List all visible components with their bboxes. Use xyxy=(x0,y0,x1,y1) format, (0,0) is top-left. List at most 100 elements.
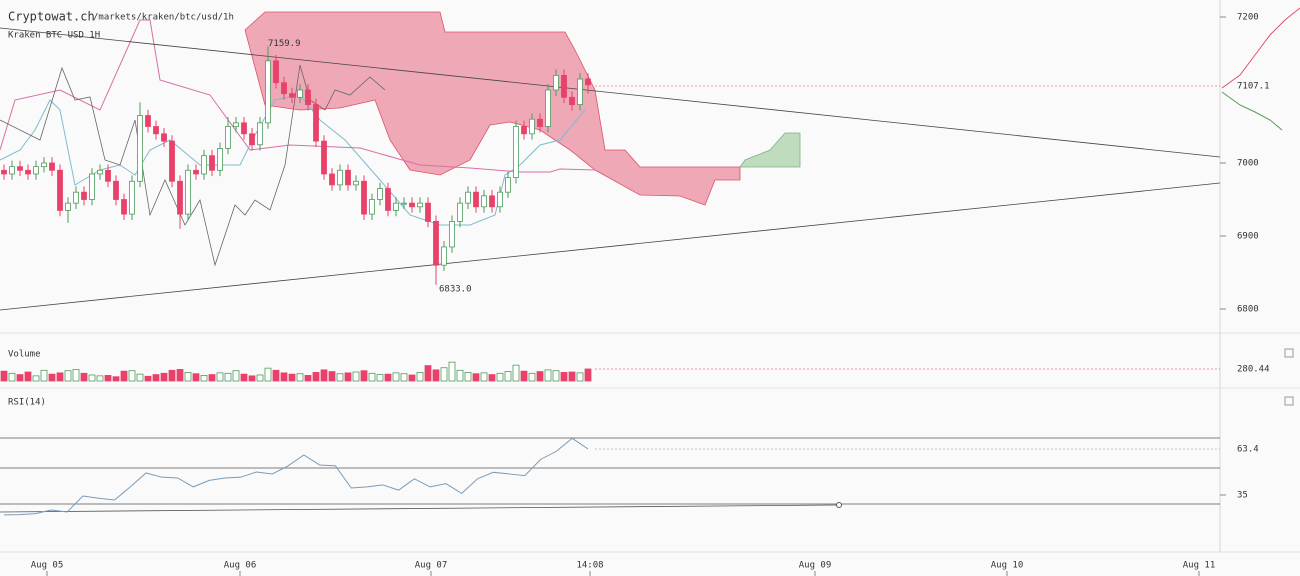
candle-body xyxy=(17,166,23,171)
volume-bar xyxy=(168,369,176,382)
volume-bar xyxy=(288,373,296,382)
x-tick-label: Aug 10 xyxy=(991,561,1024,571)
x-tick-label: Aug 05 xyxy=(31,561,64,571)
candle-body xyxy=(385,188,391,211)
volume-bar xyxy=(240,373,248,382)
volume-bar xyxy=(144,375,152,382)
volume-bar xyxy=(224,372,232,382)
candle-body xyxy=(377,188,383,200)
candle-body xyxy=(353,180,359,186)
candle-body xyxy=(185,169,191,215)
volume-bar xyxy=(560,372,568,382)
candle-body xyxy=(225,126,231,149)
volume-bar xyxy=(544,369,552,382)
candle-body xyxy=(9,166,15,175)
trend-line xyxy=(0,182,1221,311)
volume-bar xyxy=(208,374,216,382)
volume-bar xyxy=(136,373,144,382)
site-name[interactable]: Cryptowat.ch xyxy=(8,10,95,24)
volume-bar xyxy=(368,372,376,382)
volume-bar xyxy=(472,373,480,382)
volume-bar xyxy=(496,372,504,382)
candle-body xyxy=(513,126,519,178)
candle-body xyxy=(217,147,223,171)
candle-body xyxy=(73,191,79,204)
candle-body xyxy=(121,199,127,215)
x-tick-label: 14:08 xyxy=(576,561,603,571)
candle-body xyxy=(153,126,159,135)
volume-bar xyxy=(576,372,584,382)
candle-body xyxy=(329,173,335,186)
candle-body xyxy=(281,82,287,95)
candle-body xyxy=(569,96,575,106)
trend-line xyxy=(0,27,1221,158)
volume-bar xyxy=(104,375,112,382)
candle-body xyxy=(561,75,567,98)
volume-bar xyxy=(64,370,72,382)
volume-bar xyxy=(464,372,472,382)
close-pane-button[interactable] xyxy=(1284,396,1294,406)
volume-bar xyxy=(416,372,424,382)
volume-bar xyxy=(72,369,80,382)
depth-asks xyxy=(1221,7,1300,89)
candle-body xyxy=(161,133,167,142)
volume-bar xyxy=(16,374,24,382)
candle-body xyxy=(401,202,407,205)
candle-body xyxy=(529,118,535,135)
candle-body xyxy=(521,126,527,135)
volume-bar xyxy=(304,375,312,382)
volume-bar xyxy=(88,374,96,382)
drawing-handle[interactable] xyxy=(836,502,842,508)
candle-body xyxy=(273,60,279,84)
x-tick-label: Aug 09 xyxy=(799,561,832,571)
volume-bar xyxy=(392,372,400,382)
candle-body xyxy=(145,115,151,127)
volume-bar xyxy=(232,370,240,382)
volume-bar xyxy=(128,370,136,382)
volume-bar xyxy=(448,361,456,382)
volume-bar xyxy=(336,373,344,382)
volume-bar xyxy=(480,372,488,382)
volume-bar xyxy=(40,369,48,382)
volume-bar xyxy=(584,368,592,382)
volume-bar xyxy=(344,372,352,382)
candle-body xyxy=(105,169,111,182)
candle-body xyxy=(441,246,447,266)
candle-body xyxy=(369,199,375,215)
candle-body xyxy=(57,169,63,211)
candle-body xyxy=(289,93,295,98)
candle-body xyxy=(497,191,503,208)
candle-body xyxy=(249,133,255,146)
volume-bar xyxy=(440,367,448,382)
candle-body xyxy=(481,195,487,208)
rsi-tick-label: 35 xyxy=(1237,491,1248,501)
volume-bar xyxy=(488,374,496,382)
volume-bar xyxy=(0,370,8,382)
volume-bar xyxy=(176,369,184,382)
x-tick-label: Aug 11 xyxy=(1183,561,1216,571)
candle-body xyxy=(321,140,327,175)
last-volume-label: 280.44 xyxy=(1237,365,1270,375)
volume-bar xyxy=(376,374,384,382)
market-path: /markets/kraken/btc/usd/1h xyxy=(93,13,234,23)
volume-bar xyxy=(320,369,328,382)
close-pane-button[interactable] xyxy=(1284,348,1294,358)
candle-body xyxy=(113,180,119,200)
candle-body xyxy=(409,202,415,208)
candle-body xyxy=(545,89,551,127)
volume-bar xyxy=(264,367,272,382)
volume-bar xyxy=(192,373,200,382)
volume-bar xyxy=(352,371,360,382)
volume-bar xyxy=(296,373,304,382)
candle-body xyxy=(553,75,559,91)
candle-body xyxy=(489,195,495,208)
volume-bar xyxy=(120,370,128,382)
volume-bar xyxy=(424,365,432,382)
y-tick-label: 7200 xyxy=(1237,13,1259,23)
volume-bar xyxy=(24,371,32,382)
candle-body xyxy=(417,202,423,208)
candle-body xyxy=(129,180,135,215)
x-tick-label: Aug 07 xyxy=(415,561,448,571)
volume-bar xyxy=(56,372,64,382)
x-tick-label: Aug 06 xyxy=(224,561,257,571)
